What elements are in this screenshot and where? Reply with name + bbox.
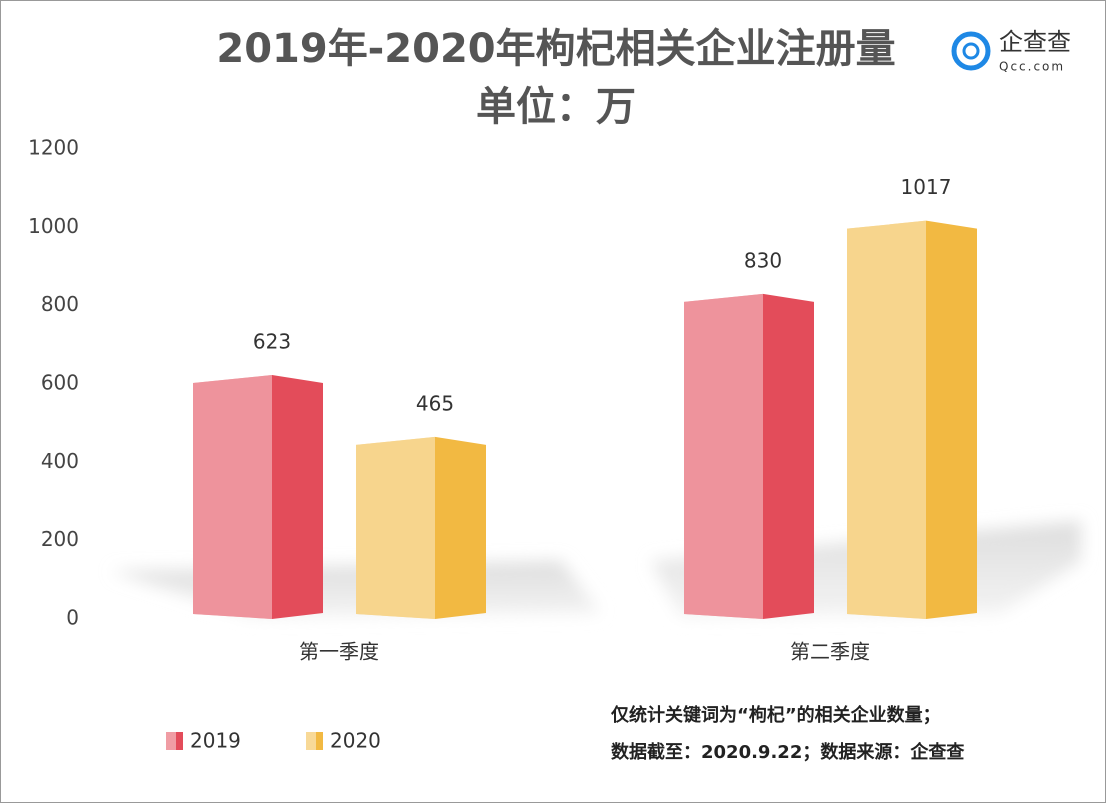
bar-side: [926, 220, 977, 620]
bar-front-light: [847, 220, 926, 620]
logo-icon: [962, 42, 980, 60]
logo: 企查查 Qcc.com: [951, 28, 1071, 74]
bar-side: [763, 293, 814, 619]
value-label: 623: [253, 329, 291, 353]
note: 数据截至：2020.9.22；数据来源：企查查: [611, 741, 964, 763]
y-tick-label: 600: [41, 371, 79, 395]
legend-swatch: [306, 732, 316, 750]
legend-label: 2020: [330, 729, 381, 753]
x-tick-label: 第一季度: [299, 640, 379, 664]
bar-side: [272, 374, 323, 619]
bar-front: [356, 436, 435, 619]
legend-swatch: [166, 732, 176, 750]
y-tick-label: 1200: [28, 136, 79, 160]
value-label: 465: [416, 391, 454, 415]
logo-name: 企查查: [999, 28, 1071, 56]
value-label: 830: [744, 248, 782, 272]
logo-site: Qcc.com: [999, 60, 1065, 74]
bar-front: [847, 220, 926, 620]
y-tick-label: 1000: [28, 214, 79, 238]
y-tick-label: 0: [66, 606, 79, 630]
chart-title: 2019年-2020年枸杞相关企业注册量: [216, 26, 895, 72]
chart-subtitle: 单位：万: [476, 84, 636, 130]
y-tick-label: 200: [41, 527, 79, 551]
note: 仅统计关键词为“枸杞”的相关企业数量；: [610, 704, 941, 726]
bar-front-light: [193, 374, 272, 619]
legend-swatch: [176, 732, 183, 750]
bar-front: [684, 293, 763, 619]
legend-swatch: [316, 732, 323, 750]
y-tick-label: 400: [41, 449, 79, 473]
legend-label: 2019: [190, 729, 241, 753]
bar-side: [435, 436, 486, 619]
bar-front-light: [684, 293, 763, 619]
bar-front-light: [356, 436, 435, 619]
y-tick-label: 800: [41, 292, 79, 316]
x-tick-label: 第二季度: [790, 640, 870, 664]
value-label: 1017: [901, 175, 952, 199]
bar-front: [193, 374, 272, 619]
logo-icon: [951, 31, 991, 71]
